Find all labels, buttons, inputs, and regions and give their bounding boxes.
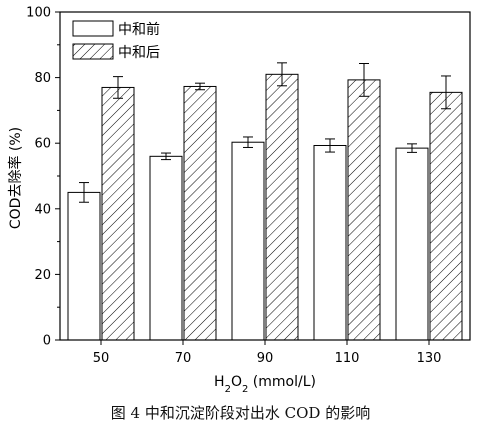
x-tick-label: 90 <box>257 351 274 366</box>
x-tick-label: 130 <box>417 351 442 366</box>
x-tick-label: 70 <box>175 351 192 366</box>
bar-after-130 <box>429 91 463 341</box>
legend-label-1: 中和后 <box>118 45 160 61</box>
y-tick-label: 20 <box>34 268 51 283</box>
x-tick-label: 110 <box>335 351 360 366</box>
bar-before-130 <box>395 147 429 341</box>
x-tick-label: 50 <box>93 351 110 366</box>
y-tick-label: 60 <box>34 137 51 152</box>
bar-before-50 <box>67 191 101 341</box>
figure-caption: 图 4 中和沉淀阶段对出水 COD 的影响 <box>110 404 371 422</box>
y-tick-label: 40 <box>34 202 51 217</box>
bar-chart: 50 70 90 110 130 0 20 40 60 80 100 COD去除率 (%) H2O2… <box>7 6 471 395</box>
y-tick-label: 0 <box>43 334 51 349</box>
axes-group: 50 70 90 110 130 0 20 40 60 80 100 <box>26 6 471 366</box>
legend-swatch-1 <box>72 43 114 60</box>
bar-before-70 <box>149 155 183 341</box>
bar-after-50 <box>101 86 135 341</box>
x-axis-label: H2O2 (mmol/L) <box>214 374 316 395</box>
bar-before-110 <box>313 144 347 341</box>
bar-after-90 <box>265 73 299 341</box>
y-tick-label: 80 <box>34 71 51 86</box>
bar-before-90 <box>231 141 265 341</box>
y-tick-label: 100 <box>26 6 51 21</box>
legend-label-0: 中和前 <box>118 21 160 38</box>
bar-after-70 <box>183 85 217 341</box>
y-axis-label: COD去除率 (%) <box>7 127 24 229</box>
legend-swatch-0 <box>72 20 114 37</box>
bars-group <box>67 62 463 341</box>
bar-after-110 <box>347 79 381 341</box>
